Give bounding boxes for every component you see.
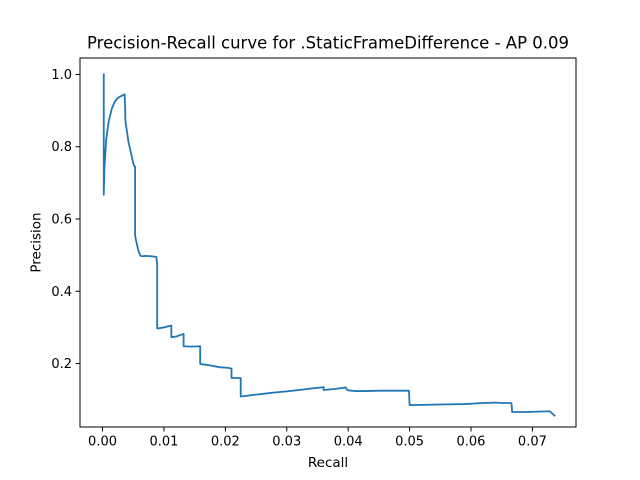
y-tick-label: 0.8 (51, 140, 72, 155)
x-tick-label: 0.02 (211, 435, 240, 450)
x-tick-label: 0.01 (149, 435, 178, 450)
x-axis-label: Recall (308, 455, 348, 471)
x-tick-label: 0.06 (457, 435, 486, 450)
x-tick-label: 0.05 (395, 435, 424, 450)
plot-frame (79, 57, 577, 428)
y-tick-label: 0.4 (51, 285, 72, 300)
y-tick-label: 0.6 (51, 213, 72, 228)
x-tick-label: 0.03 (272, 435, 301, 450)
y-tick-label: 1.0 (51, 68, 72, 83)
chart-title: Precision-Recall curve for .StaticFrameD… (87, 34, 569, 53)
x-tick-label: 0.07 (518, 435, 547, 450)
x-tick-label: 0.00 (88, 435, 117, 450)
x-tick-label: 0.04 (334, 435, 363, 450)
x-axis-ticks: 0.00 0.01 0.02 0.03 0.04 0.05 0.06 0.07 (88, 427, 547, 450)
precision-recall-curve (102, 73, 556, 417)
y-tick-label: 0.2 (51, 357, 72, 372)
y-axis-ticks: 0.2 0.4 0.6 0.8 1.0 (51, 68, 80, 372)
y-axis-label: Precision (29, 212, 45, 272)
